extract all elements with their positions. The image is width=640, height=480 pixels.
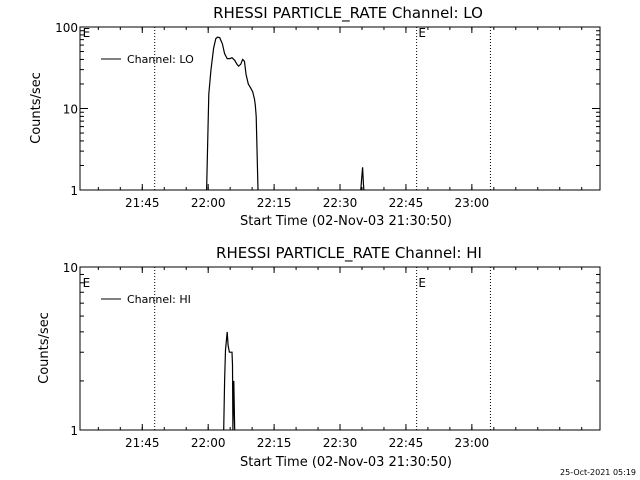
- panel-lo-title: RHESSI PARTICLE_RATE Channel: LO: [213, 4, 483, 23]
- panel-hi-annotation-e-end: E: [418, 276, 426, 290]
- x-tick-label: 21:45: [125, 196, 160, 210]
- x-tick-label: 22:45: [389, 436, 424, 450]
- panel-hi-frame: [79, 266, 601, 431]
- x-tick-label: 22:00: [191, 196, 226, 210]
- x-tick-label: 22:30: [323, 436, 358, 450]
- panel-hi-y-axis-label: Counts/sec: [37, 312, 52, 384]
- panel-lo-legend: Channel: LO: [101, 53, 194, 66]
- panel-hi-legend: Channel: HI: [101, 293, 191, 306]
- x-tick-label: 22:45: [389, 196, 424, 210]
- panel-lo-x-ticks: 21:45 22:00 22:15 22:30 22:45 23:00: [97, 27, 583, 210]
- panel-lo-y-ticks: 1 10 100: [55, 21, 600, 198]
- panel-lo-annotation-e-start: E: [83, 26, 91, 40]
- y-tick-label: 1: [70, 424, 78, 438]
- panel-hi-y-ticks: 1 10: [63, 261, 600, 438]
- panel-hi-annotation-e-start: E: [83, 276, 91, 290]
- x-tick-label: 22:15: [257, 196, 292, 210]
- panel-hi-title: RHESSI PARTICLE_RATE Channel: HI: [216, 244, 482, 263]
- panel-lo-event-lines: [154, 27, 491, 190]
- series-channel-lo-spike: [360, 167, 365, 191]
- panel-lo-x-axis-label: Start Time (02-Nov-03 21:30:50): [240, 214, 452, 229]
- panel-hi-event-lines: [154, 267, 491, 430]
- footer-timestamp: 25-Oct-2021 05:19: [560, 468, 636, 477]
- series-channel-hi-line: [223, 331, 236, 431]
- y-tick-label: 100: [55, 21, 78, 35]
- y-tick-label: 10: [63, 261, 78, 275]
- panel-hi-x-ticks: 21:45 22:00 22:15 22:30 22:45 23:00: [97, 267, 583, 450]
- x-tick-label: 21:45: [125, 436, 160, 450]
- x-tick-label: 23:00: [455, 436, 490, 450]
- x-tick-label: 22:30: [323, 196, 358, 210]
- x-tick-label: 22:15: [257, 436, 292, 450]
- legend-label-hi: Channel: HI: [127, 293, 191, 306]
- x-tick-label: 23:00: [455, 196, 490, 210]
- x-tick-label: 22:00: [191, 436, 226, 450]
- series-channel-lo-line: [206, 36, 259, 191]
- legend-label-lo: Channel: LO: [127, 53, 194, 66]
- panel-hi: RHESSI PARTICLE_RATE Channel: HI 21:45 22…: [37, 244, 601, 470]
- panel-lo: RHESSI PARTICLE_RATE Channel: LO 21:45 22…: [29, 4, 601, 229]
- panel-lo-frame: [79, 26, 601, 191]
- panel-lo-annotation-e-end: E: [418, 26, 426, 40]
- panel-hi-x-axis-label: Start Time (02-Nov-03 21:30:50): [240, 455, 452, 470]
- y-tick-label: 1: [70, 184, 78, 198]
- y-tick-label: 10: [63, 103, 78, 117]
- panel-lo-y-axis-label: Counts/sec: [29, 72, 44, 144]
